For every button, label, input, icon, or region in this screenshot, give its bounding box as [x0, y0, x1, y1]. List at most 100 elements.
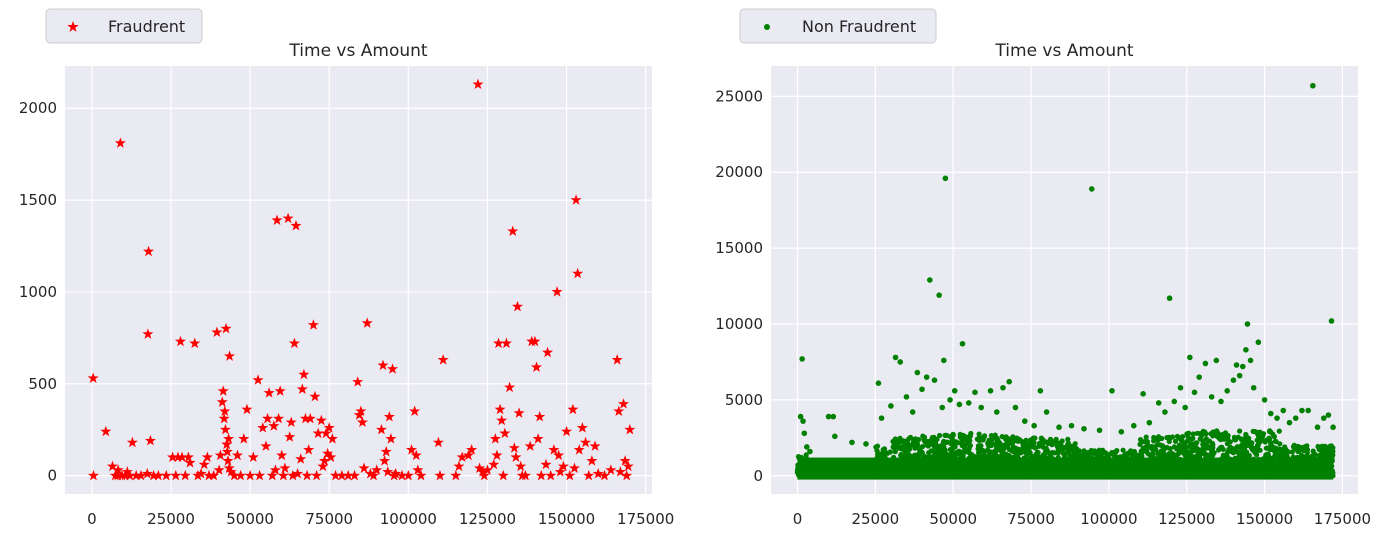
data-point: [112, 464, 124, 475]
data-point: [897, 359, 904, 365]
data-point: [241, 403, 253, 415]
data-point: [570, 194, 582, 205]
data-point: [216, 396, 228, 407]
data-point: [926, 450, 932, 456]
data-point: [1203, 431, 1209, 437]
data-point: [1071, 446, 1077, 452]
data-point: [624, 423, 636, 435]
data-point: [1174, 446, 1180, 452]
data-point: [1248, 443, 1254, 449]
data-point: [599, 469, 611, 481]
data-point: [266, 469, 278, 481]
y-tick-label: 1000: [19, 283, 57, 301]
data-point: [941, 357, 947, 364]
data-point: [1190, 431, 1196, 437]
data-point: [462, 449, 474, 461]
data-point: [396, 469, 408, 481]
data-point: [349, 469, 361, 481]
y-tick-label: 500: [28, 375, 57, 393]
data-point: [224, 350, 236, 361]
data-point: [410, 449, 422, 461]
data-point: [873, 444, 879, 450]
data-point: [1016, 449, 1022, 455]
data-point: [219, 423, 231, 435]
y-tick-label: 0: [47, 467, 57, 485]
x-tick-label: 75000: [305, 510, 353, 528]
data-point: [1072, 441, 1078, 447]
legend: Fraudrent: [45, 8, 203, 44]
data-point: [548, 444, 560, 455]
data-point: [1057, 447, 1063, 453]
data-point: [878, 415, 885, 421]
data-point: [542, 346, 554, 358]
data-point: [1030, 435, 1036, 441]
data-point: [1202, 360, 1209, 367]
data-point: [1031, 422, 1037, 429]
data-point: [1328, 318, 1335, 324]
data-point: [1181, 441, 1188, 447]
data-point: [1247, 357, 1254, 364]
data-point: [380, 445, 392, 457]
x-tick-label: 100000: [1080, 510, 1137, 528]
data-point: [121, 466, 133, 477]
data-point: [949, 448, 955, 454]
data-point: [1193, 440, 1199, 447]
data-point: [621, 469, 633, 481]
data-point: [804, 444, 810, 450]
data-point: [1250, 384, 1257, 391]
data-point: [1043, 409, 1050, 415]
data-point: [916, 437, 922, 443]
data-point: [383, 411, 395, 422]
data-point: [257, 422, 269, 433]
data-point: [512, 300, 524, 312]
data-point: [1256, 440, 1262, 446]
x-tick-label: 175000: [1314, 510, 1371, 528]
data-point: [379, 455, 391, 466]
data-point: [437, 354, 449, 365]
data-point: [1330, 448, 1336, 454]
data-point: [611, 354, 623, 365]
data-point: [545, 469, 557, 481]
data-point: [1022, 448, 1028, 454]
data-point: [1019, 439, 1025, 445]
data-point: [564, 469, 576, 481]
data-point: [271, 214, 283, 225]
data-point: [309, 390, 321, 402]
data-point: [1270, 447, 1276, 453]
data-point: [1081, 448, 1087, 454]
data-point: [312, 427, 324, 439]
x-tick-label: 0: [793, 510, 803, 528]
x-tick-label: 25000: [851, 510, 899, 528]
data-point: [1048, 451, 1054, 457]
chart-panel-1: 0 25000 50000 75000 100000 125000 150000 175000…: [19, 8, 674, 528]
data-point: [830, 413, 837, 420]
y-tick-label: 10000: [715, 315, 763, 333]
data-point: [238, 433, 250, 444]
data-point: [1218, 398, 1224, 405]
data-point: [589, 440, 601, 451]
data-point: [1197, 436, 1203, 442]
data-point: [1080, 452, 1086, 458]
data-point: [906, 451, 912, 457]
data-point: [1130, 422, 1137, 429]
data-point: [1198, 430, 1205, 436]
data-point: [352, 376, 364, 387]
data-point: [1023, 437, 1029, 443]
data-point: [112, 469, 124, 481]
data-point: [1270, 431, 1276, 437]
data-point: [567, 403, 579, 415]
data-point: [1326, 451, 1332, 457]
data-point: [217, 385, 229, 396]
data-point: [192, 469, 204, 481]
data-point: [390, 467, 402, 479]
data-point: [301, 469, 313, 481]
data-point: [474, 462, 486, 473]
data-point: [1044, 439, 1050, 445]
x-tick-label: 150000: [538, 510, 595, 528]
data-point: [1172, 438, 1179, 444]
data-point: [887, 449, 894, 455]
data-point: [254, 469, 266, 481]
data-point: [977, 448, 983, 454]
x-tick-label: 125000: [459, 510, 516, 528]
data-point: [106, 460, 118, 472]
